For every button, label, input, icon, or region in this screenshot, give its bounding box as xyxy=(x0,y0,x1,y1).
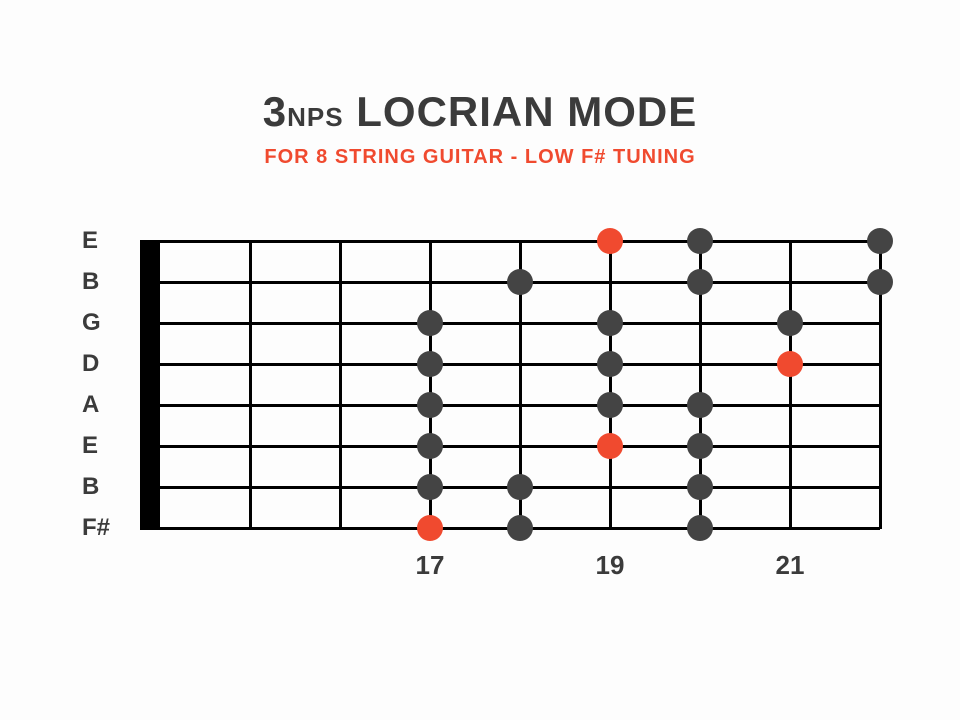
fret-number-label: 17 xyxy=(416,550,445,581)
subtitle: FOR 8 STRING GUITAR - LOW F# TUNING xyxy=(0,146,960,169)
main-title: 3NPS LOCRIAN MODE xyxy=(0,88,960,136)
fret-line xyxy=(339,240,342,529)
string-label: E xyxy=(82,227,132,255)
string-label: A xyxy=(82,391,132,419)
root-note-dot xyxy=(597,228,623,254)
note-dot xyxy=(687,433,713,459)
string-label: G xyxy=(82,309,132,337)
fret-line xyxy=(249,240,252,529)
fretboard-diagram: EBGDAEBF# 171921 xyxy=(82,240,882,570)
root-note-dot xyxy=(597,433,623,459)
fret-line xyxy=(789,240,792,529)
note-dot xyxy=(687,474,713,500)
note-dot xyxy=(597,310,623,336)
string-label: D xyxy=(82,350,132,378)
fret-number-label: 21 xyxy=(776,550,805,581)
fret-number-label: 19 xyxy=(596,550,625,581)
note-dot xyxy=(687,392,713,418)
root-note-dot xyxy=(417,515,443,541)
title-prefix-number: 3 xyxy=(263,88,287,135)
string-label: F# xyxy=(82,514,132,542)
note-dot xyxy=(867,269,893,295)
note-dot xyxy=(417,351,443,377)
title-main: LOCRIAN MODE xyxy=(344,88,698,135)
root-note-dot xyxy=(777,351,803,377)
note-dot xyxy=(867,228,893,254)
note-dot xyxy=(687,269,713,295)
note-dot xyxy=(687,515,713,541)
title-prefix-nps: NPS xyxy=(287,102,343,132)
note-dot xyxy=(687,228,713,254)
note-dot xyxy=(417,392,443,418)
note-dot xyxy=(777,310,803,336)
note-dot xyxy=(507,515,533,541)
note-dot xyxy=(597,392,623,418)
note-dot xyxy=(417,310,443,336)
note-dot xyxy=(597,351,623,377)
string-label: B xyxy=(82,473,132,501)
string-labels: EBGDAEBF# xyxy=(82,240,132,570)
string-label: E xyxy=(82,432,132,460)
fret-line xyxy=(609,240,612,529)
title-block: 3NPS LOCRIAN MODE FOR 8 STRING GUITAR - … xyxy=(0,0,960,169)
note-dot xyxy=(507,269,533,295)
note-dot xyxy=(417,474,443,500)
string-label: B xyxy=(82,268,132,296)
note-dot xyxy=(507,474,533,500)
fretboard-grid xyxy=(140,240,880,530)
note-dot xyxy=(417,433,443,459)
